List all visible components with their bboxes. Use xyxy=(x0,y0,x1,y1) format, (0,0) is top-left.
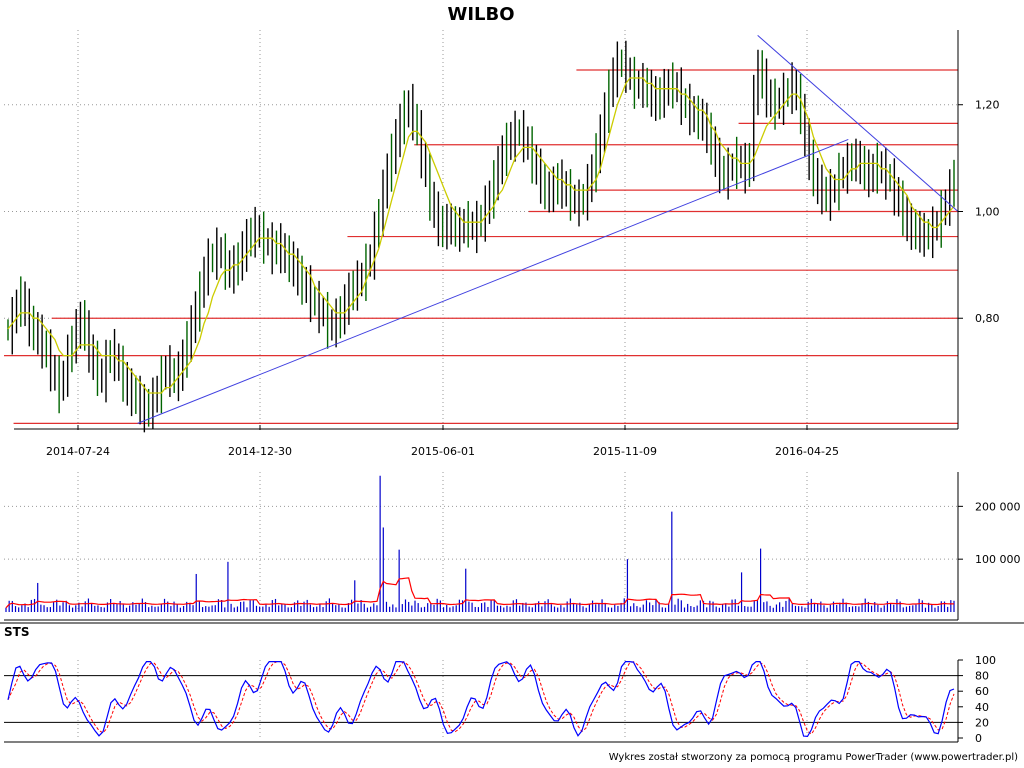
sts-k-line xyxy=(7,661,955,738)
y-tick-label: 0 xyxy=(975,732,982,745)
moving-average-line xyxy=(7,77,955,394)
sts-panel: STS 100 80 60 40 20 0 xyxy=(4,625,996,745)
x-tick-label: 2014-12-30 xyxy=(228,445,292,458)
y-tick-label: 100 000 xyxy=(975,553,1021,566)
y-tick-label: 20 xyxy=(975,716,989,729)
price-panel: 2014-07-24 2014-12-30 2015-06-01 2015-11-09… xyxy=(4,30,1000,458)
y-tick-label: 1,20 xyxy=(975,99,1000,112)
volume-panel: 200 000 100 000 xyxy=(0,472,1024,624)
trend-line xyxy=(757,34,959,212)
sts-label: STS xyxy=(4,625,29,639)
y-tick-label: 200 000 xyxy=(975,500,1021,513)
y-tick-label: 60 xyxy=(975,685,989,698)
x-tick-label: 2015-06-01 xyxy=(411,445,475,458)
y-tick-label: 0,80 xyxy=(975,312,1000,325)
x-tick-label: 2014-07-24 xyxy=(46,445,110,458)
x-tick-label: 2015-11-09 xyxy=(593,445,657,458)
x-tick-label: 2016-04-25 xyxy=(775,445,839,458)
trend-line xyxy=(137,138,849,424)
volume-average-line xyxy=(5,577,954,609)
y-tick-label: 1,00 xyxy=(975,205,1000,218)
y-tick-label: 40 xyxy=(975,701,989,714)
chart-title: WILBO xyxy=(447,4,514,25)
sts-d-line xyxy=(7,661,955,735)
y-tick-label: 100 xyxy=(975,654,996,667)
credit-text: Wykres został stworzony za pomocą progra… xyxy=(609,752,1018,763)
y-tick-label: 80 xyxy=(975,670,989,683)
